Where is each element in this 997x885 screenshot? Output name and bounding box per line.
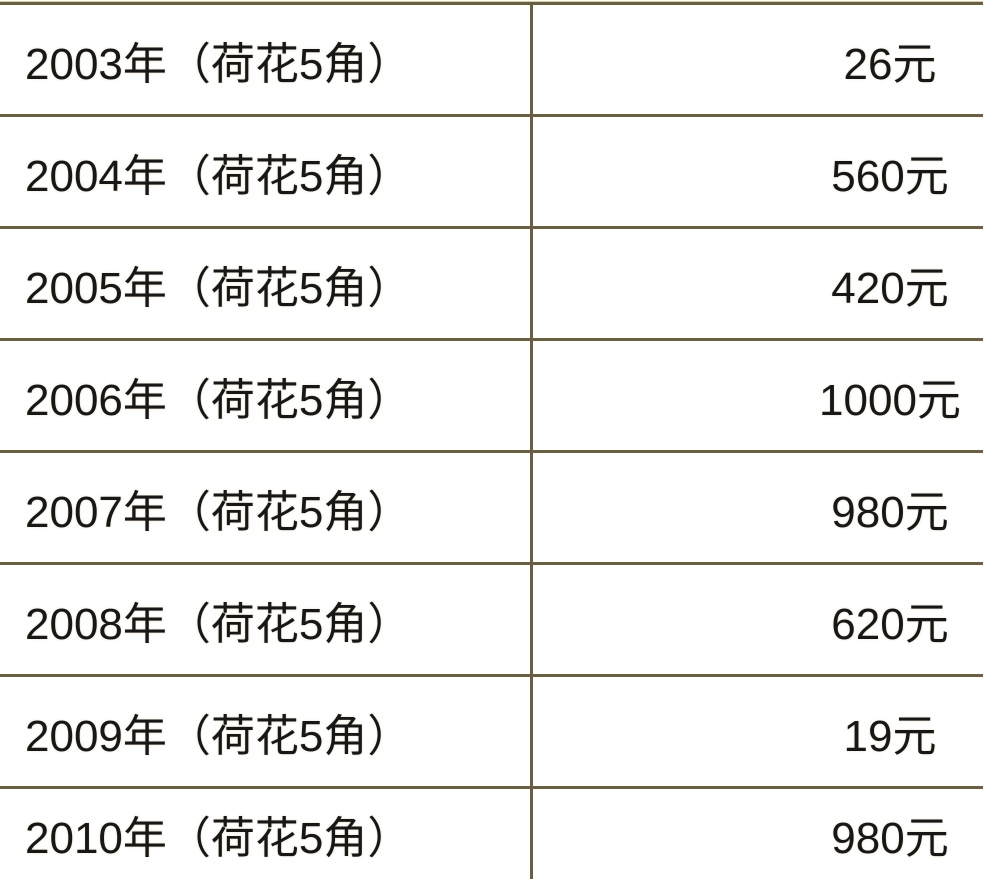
table-row: 2005年（荷花5角） 420元 (0, 229, 983, 341)
price-cell: 1000元 (819, 375, 961, 425)
year-cell: 2007年（荷花5角） (0, 453, 533, 562)
year-cell: 2010年（荷花5角） (0, 789, 533, 879)
table-row: 2006年（荷花5角） 1000元 (0, 341, 983, 453)
table-row: 2010年（荷花5角） 980元 (0, 789, 983, 879)
year-cell: 2003年（荷花5角） (0, 5, 533, 114)
table-row: 2009年（荷花5角） 19元 (0, 677, 983, 789)
year-cell: 2008年（荷花5角） (0, 565, 533, 674)
year-cell: 2005年（荷花5角） (0, 229, 533, 338)
price-cell: 980元 (831, 814, 949, 863)
year-cell: 2009年（荷花5角） (0, 677, 533, 786)
table-row: 2003年（荷花5角） 26元 (0, 5, 983, 117)
table-row: 2007年（荷花5角） 980元 (0, 453, 983, 565)
price-cell: 980元 (831, 487, 949, 537)
price-cell: 420元 (831, 263, 949, 313)
price-table: 2003年（荷花5角） 26元 2004年（荷花5角） 560元 2005年（荷… (0, 2, 983, 879)
price-cell: 620元 (831, 599, 949, 649)
price-cell: 560元 (831, 151, 949, 201)
price-cell: 19元 (843, 711, 937, 761)
table-row: 2004年（荷花5角） 560元 (0, 117, 983, 229)
year-cell: 2004年（荷花5角） (0, 117, 533, 226)
table-row: 2008年（荷花5角） 620元 (0, 565, 983, 677)
price-cell: 26元 (843, 39, 937, 89)
year-cell: 2006年（荷花5角） (0, 341, 533, 450)
